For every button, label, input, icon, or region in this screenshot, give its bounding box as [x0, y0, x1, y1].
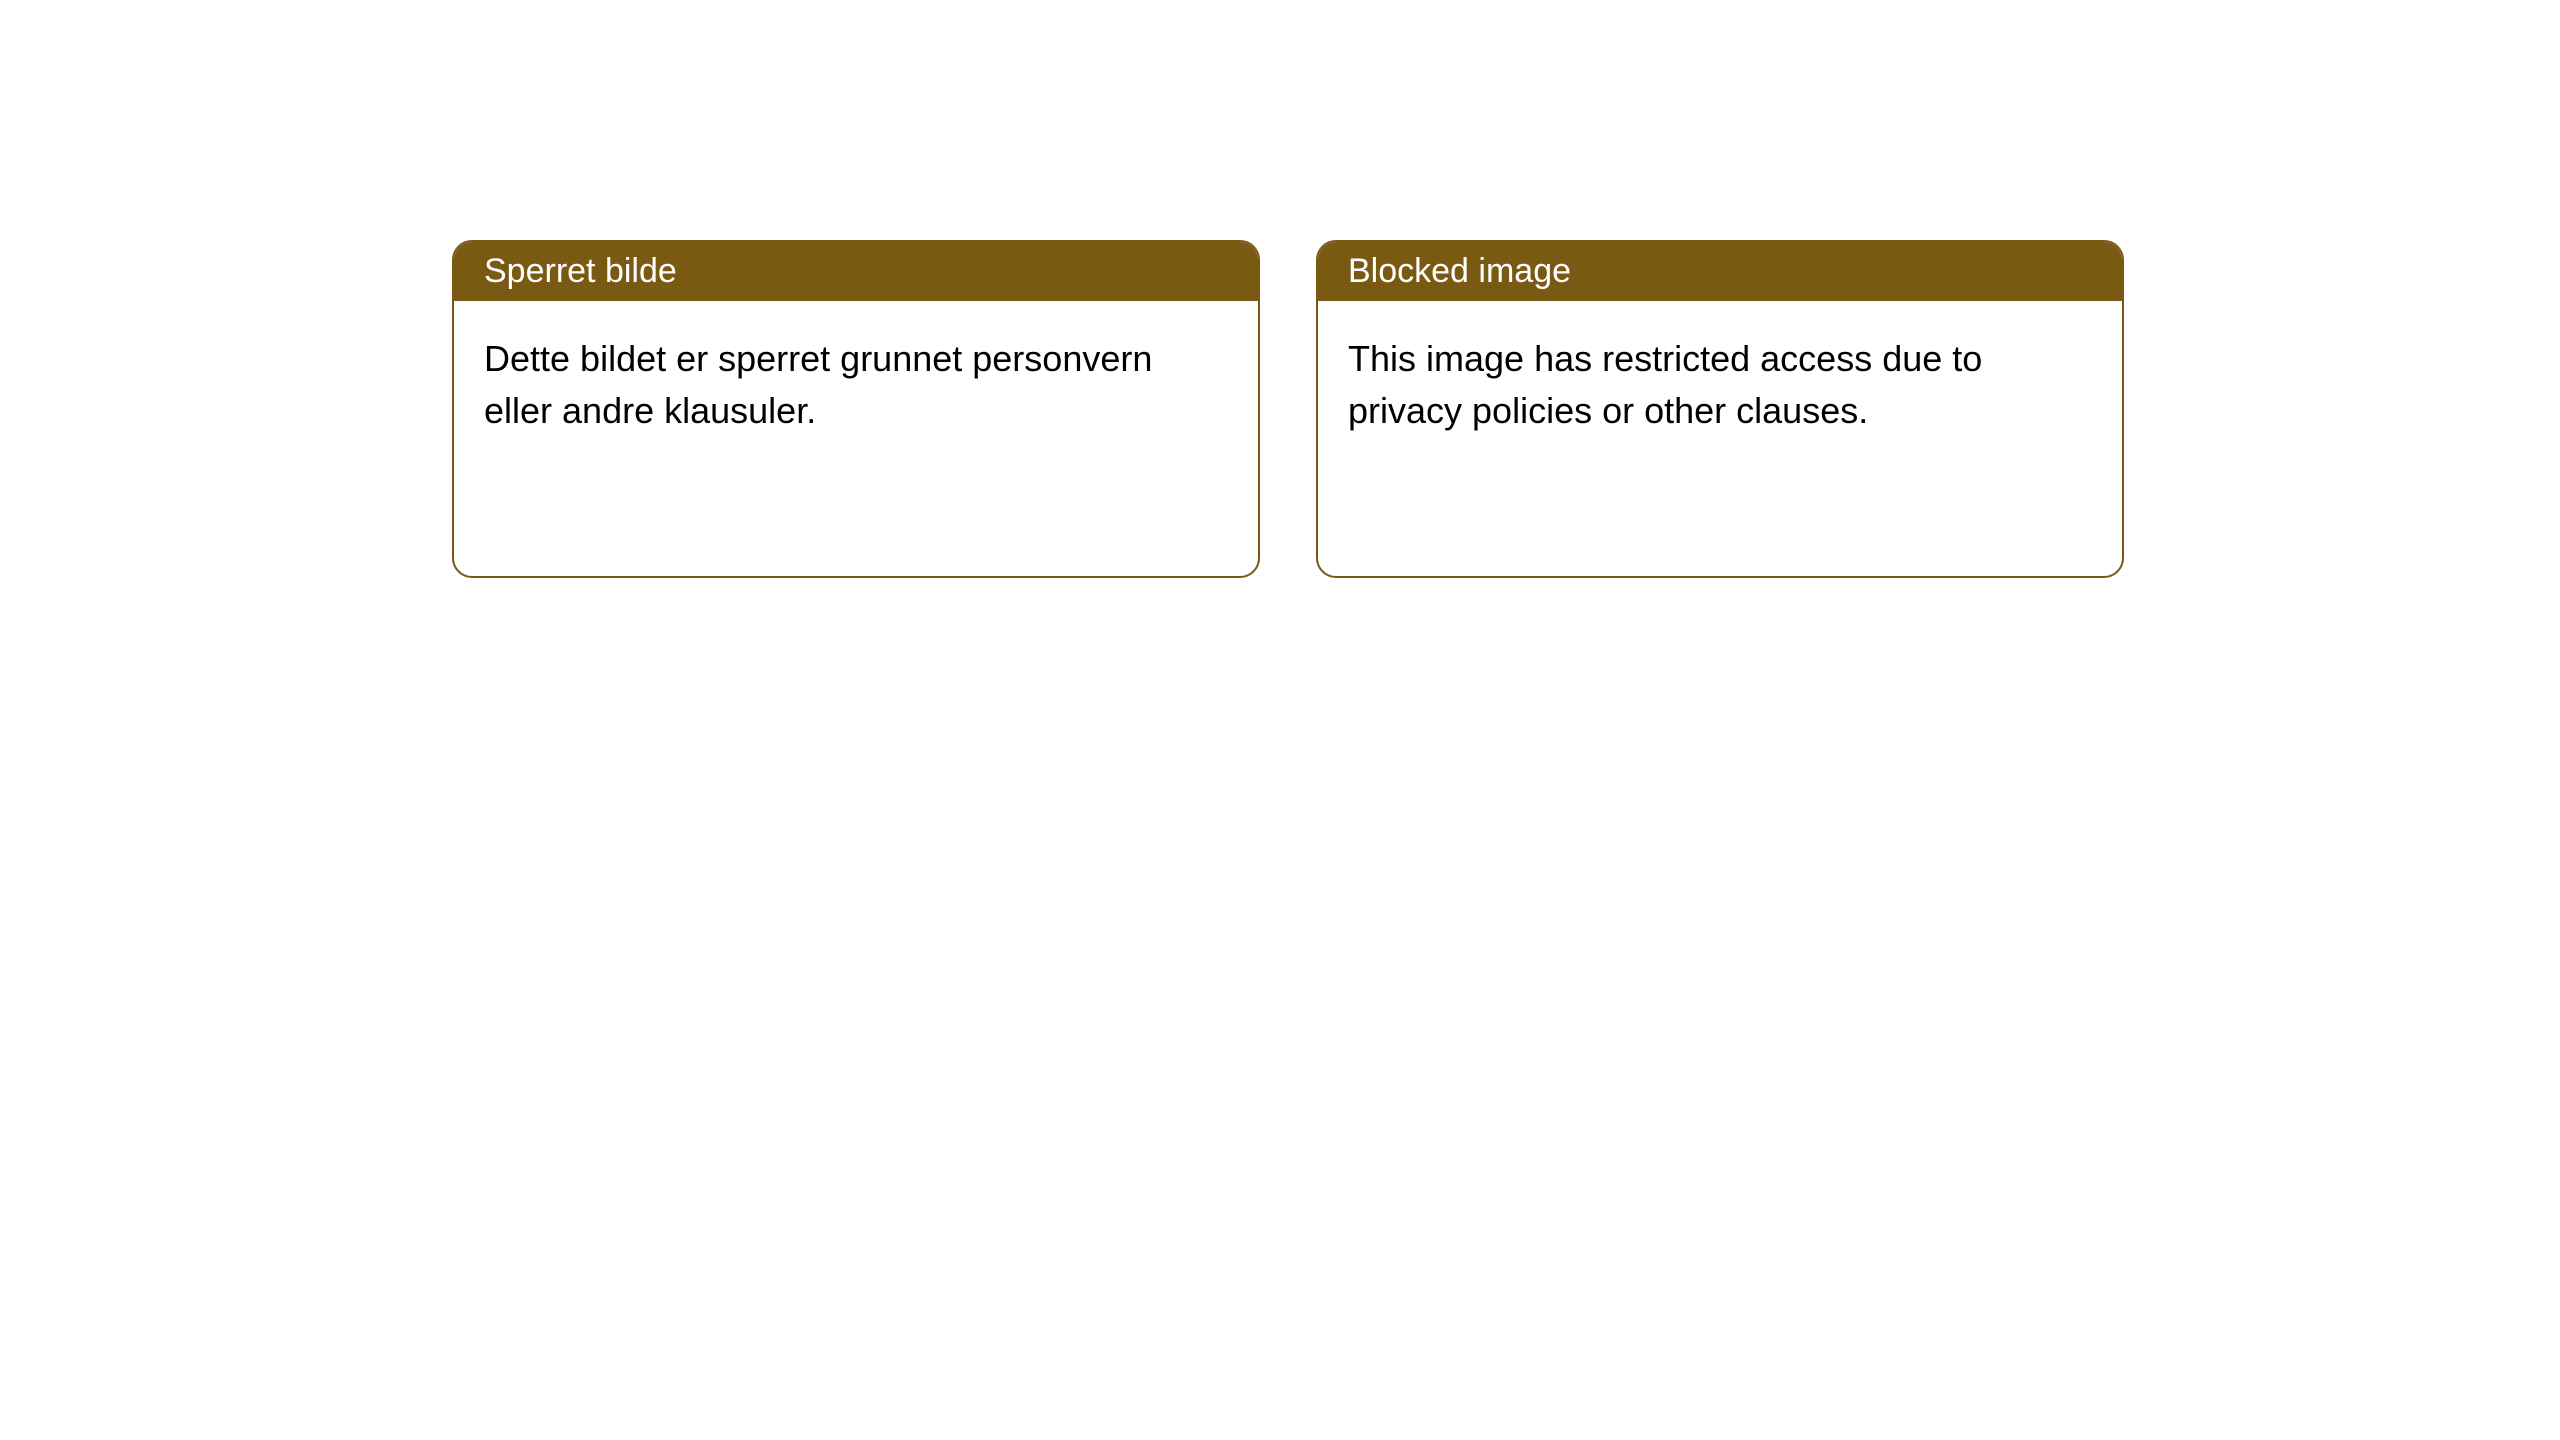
card-title: Blocked image [1348, 252, 1571, 290]
card-body: This image has restricted access due to … [1318, 301, 2122, 469]
card-header: Blocked image [1318, 242, 2122, 301]
card-body-text: Dette bildet er sperret grunnet personve… [484, 338, 1152, 431]
card-body-text: This image has restricted access due to … [1348, 338, 1982, 431]
card-title: Sperret bilde [484, 252, 677, 290]
cards-container: Sperret bilde Dette bildet er sperret gr… [452, 240, 2124, 578]
card-english: Blocked image This image has restricted … [1316, 240, 2124, 578]
card-body: Dette bildet er sperret grunnet personve… [454, 301, 1258, 469]
card-norwegian: Sperret bilde Dette bildet er sperret gr… [452, 240, 1260, 578]
card-header: Sperret bilde [454, 242, 1258, 301]
